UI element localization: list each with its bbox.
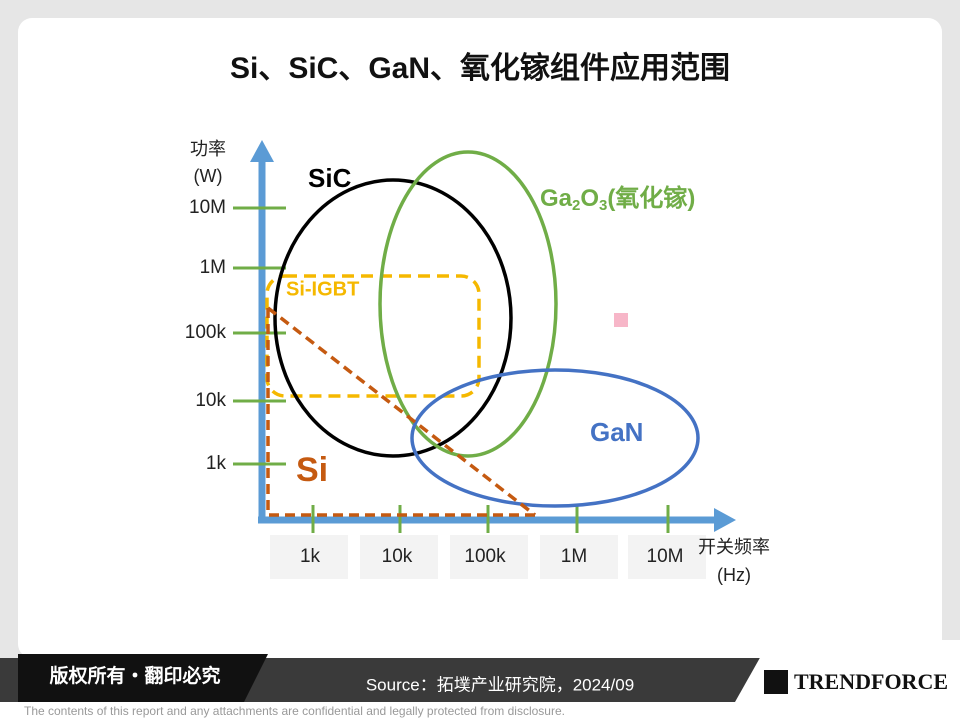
y-axis-label: (W) [194,166,223,186]
disclaimer-bg [0,702,960,720]
x-tick-label: 1k [300,546,321,567]
tick-boxes [270,535,706,579]
logo-icon [764,670,788,694]
y-arrow [250,140,274,162]
y-tick-label: 10M [189,197,226,218]
rights: 版权所有・翻印必究 [49,664,220,687]
x-axis-label: (Hz) [717,565,751,585]
brand: TRENDFORCE [794,669,948,694]
ga2o3-region [378,150,558,458]
gan-label: GaN [590,417,643,447]
si-label: Si [296,451,328,489]
y-tick-label: 1k [206,453,227,474]
y-tick-label: 1M [200,257,226,278]
title: Si、SiC、GaN、氧化镓组件应用范围 [230,51,730,85]
x-arrow [714,508,736,532]
si-igbt-region [265,274,481,398]
x-tick-label: 10k [382,546,413,567]
x-tick-label: 10M [647,546,684,567]
sic-label: SiC [308,163,352,193]
logo-bg [735,640,960,702]
disclaimer: The contents of this report and any atta… [24,704,565,718]
rights-bg [18,654,268,702]
y-tick-label: 10k [195,390,226,411]
ga2o3-label: Ga2O3(氧化镓) [540,184,695,214]
x-tick-label: 1M [561,546,587,567]
gan-region [410,368,700,508]
x-axis-label: 开关频率 [698,537,770,557]
x-tick-label: 100k [464,546,506,567]
y-tick-label: 100k [185,322,227,343]
marker [614,313,628,327]
si-igbt-label: Si-IGBT [286,278,359,300]
y-axis-label: 功率 [190,139,226,159]
sic-region [273,178,513,458]
source: Source：拓墣产业研究院，2024/09 [366,675,634,694]
si-region [266,306,537,517]
